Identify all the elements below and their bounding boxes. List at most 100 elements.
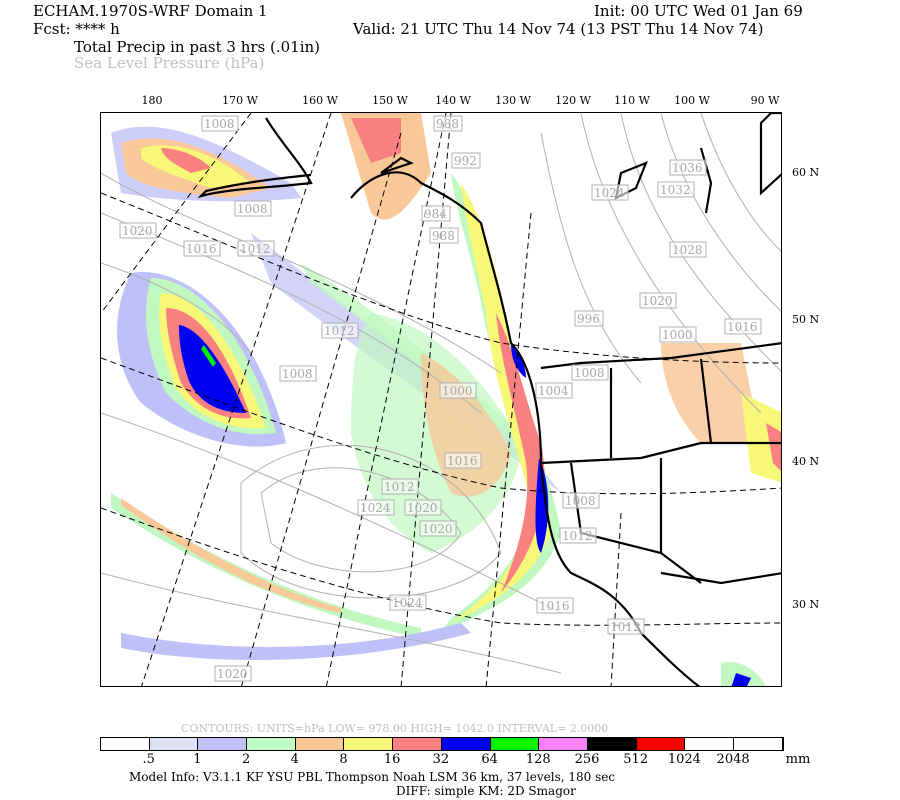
- pressure-label: 1008: [201, 115, 239, 132]
- longitude-label: 170 W: [222, 94, 258, 107]
- svg-text:1024: 1024: [594, 186, 625, 200]
- svg-text:1012: 1012: [384, 480, 415, 494]
- latitude-label: 30 N: [792, 598, 820, 611]
- valid-time: Valid: 21 UTC Thu 14 Nov 74 (13 PST Thu …: [353, 20, 764, 38]
- pressure-label: 1012: [381, 478, 419, 495]
- precip-shading: [111, 113, 781, 686]
- colorbar-label: 4: [290, 752, 299, 767]
- graticule: [101, 113, 781, 686]
- pressure-label: 1024: [389, 594, 427, 611]
- forecast-hour: Fcst: **** h: [33, 20, 120, 38]
- colorbar-swatch: [587, 738, 637, 750]
- pressure-label: 1008: [571, 364, 609, 381]
- colorbar-swatch: [101, 738, 150, 750]
- colorbar-label: 8: [339, 752, 348, 767]
- svg-text:1032: 1032: [660, 183, 691, 197]
- svg-text:992: 992: [454, 154, 477, 168]
- pressure-label: 1020: [119, 222, 157, 239]
- svg-text:1008: 1008: [237, 202, 268, 216]
- pressure-label: 1016: [444, 452, 482, 469]
- colorbar: [100, 737, 784, 751]
- pressure-label: 1000: [659, 326, 697, 343]
- pressure-label: 1024: [591, 184, 629, 201]
- pressure-label: 1020: [214, 665, 252, 682]
- longitude-label: 180: [141, 94, 163, 107]
- pressure-label: 1008: [234, 200, 272, 217]
- longitude-label: 110 W: [614, 94, 650, 107]
- pressure-label: 1012: [321, 322, 359, 339]
- colorbar-label: 32: [432, 752, 450, 767]
- longitude-label: 90 W: [750, 94, 780, 107]
- pressure-label: 1008: [562, 492, 600, 509]
- colorbar-swatch: [733, 738, 783, 750]
- pressure-label: 988: [429, 227, 459, 244]
- longitude-label: 120 W: [555, 94, 591, 107]
- model-info: Model Info: V3.1.1 KF YSU PBL Thompson N…: [129, 770, 616, 784]
- colorbar-swatch: [247, 738, 296, 750]
- pressure-label: 1016: [536, 597, 574, 614]
- svg-text:1000: 1000: [662, 328, 693, 342]
- longitude-label: 140 W: [435, 94, 471, 107]
- svg-text:1000: 1000: [442, 384, 473, 398]
- svg-text:1008: 1008: [282, 367, 313, 381]
- colorbar-units: mm: [785, 752, 811, 767]
- map-canvas: 1008 988 992 1020 1016 1012 1008 984 988 1036 1032…: [101, 113, 781, 686]
- colorbar-swatch: [198, 738, 248, 750]
- svg-text:988: 988: [432, 229, 455, 243]
- field-precip-title: Total Precip in past 3 hrs (.01in): [74, 38, 321, 56]
- longitude-label: 150 W: [372, 94, 408, 107]
- colorbar-swatch: [539, 738, 588, 750]
- svg-text:1016: 1016: [727, 320, 758, 334]
- pressure-label: 1028: [669, 241, 707, 258]
- latitude-label: 50 N: [792, 313, 820, 326]
- contours-info: CONTOURS: UNITS=hPa LOW= 978.00 HIGH= 10…: [181, 722, 609, 735]
- longitude-label: 100 W: [674, 94, 710, 107]
- svg-text:1012: 1012: [610, 620, 641, 634]
- colorbar-swatch: [636, 738, 686, 750]
- pressure-label: 1012: [607, 618, 645, 635]
- pressure-label: 1036: [669, 159, 707, 176]
- pressure-labels: 1008 988 992 1020 1016 1012 1008 984 988 1036 1032…: [119, 115, 762, 682]
- svg-text:1008: 1008: [565, 494, 596, 508]
- colorbar-swatch: [344, 738, 394, 750]
- svg-text:1028: 1028: [672, 243, 703, 257]
- colorbar-label: 2: [241, 752, 251, 767]
- svg-text:1012: 1012: [324, 324, 355, 338]
- colorbar-swatch: [490, 738, 540, 750]
- svg-text:1020: 1020: [642, 294, 673, 308]
- colorbar-swatch: [393, 738, 442, 750]
- svg-text:1016: 1016: [447, 454, 478, 468]
- colorbar-label: 64: [481, 752, 498, 767]
- weather-map: 1008 988 992 1020 1016 1012 1008 984 988 1036 1032…: [100, 112, 782, 687]
- svg-text:988: 988: [436, 117, 459, 131]
- svg-text:984: 984: [424, 207, 447, 221]
- svg-text:1012: 1012: [562, 529, 593, 543]
- colorbar-label: 1: [193, 752, 202, 767]
- field-slp-title: Sea Level Pressure (hPa): [74, 54, 265, 72]
- colorbar-swatch: [441, 738, 491, 750]
- svg-text:1020: 1020: [122, 224, 153, 238]
- latitude-label: 40 N: [792, 455, 820, 468]
- colorbar-label: 256: [574, 752, 600, 767]
- svg-text:1016: 1016: [186, 242, 217, 256]
- svg-text:996: 996: [577, 312, 600, 326]
- pressure-label: 1000: [439, 382, 477, 399]
- longitude-label: 130 W: [495, 94, 531, 107]
- pressure-label: 1020: [404, 499, 442, 516]
- svg-text:1024: 1024: [392, 596, 423, 610]
- colorbar-label: 1024: [667, 752, 701, 767]
- pressure-label: 1004: [535, 382, 573, 399]
- svg-text:1012: 1012: [240, 242, 271, 256]
- svg-text:1016: 1016: [539, 599, 570, 613]
- model-title: ECHAM.1970S-WRF Domain 1: [33, 2, 268, 20]
- svg-text:1024: 1024: [360, 501, 391, 515]
- pressure-label: 988: [433, 115, 463, 132]
- pressure-label: 1016: [724, 318, 762, 335]
- colorbar-swatch: [149, 738, 199, 750]
- svg-text:1020: 1020: [422, 522, 453, 536]
- latitude-label: 60 N: [792, 166, 820, 179]
- colorbar-label: .5: [142, 752, 155, 767]
- colorbar-label: 2048: [716, 752, 750, 767]
- longitude-label: 160 W: [302, 94, 338, 107]
- pressure-label: 1012: [559, 527, 597, 544]
